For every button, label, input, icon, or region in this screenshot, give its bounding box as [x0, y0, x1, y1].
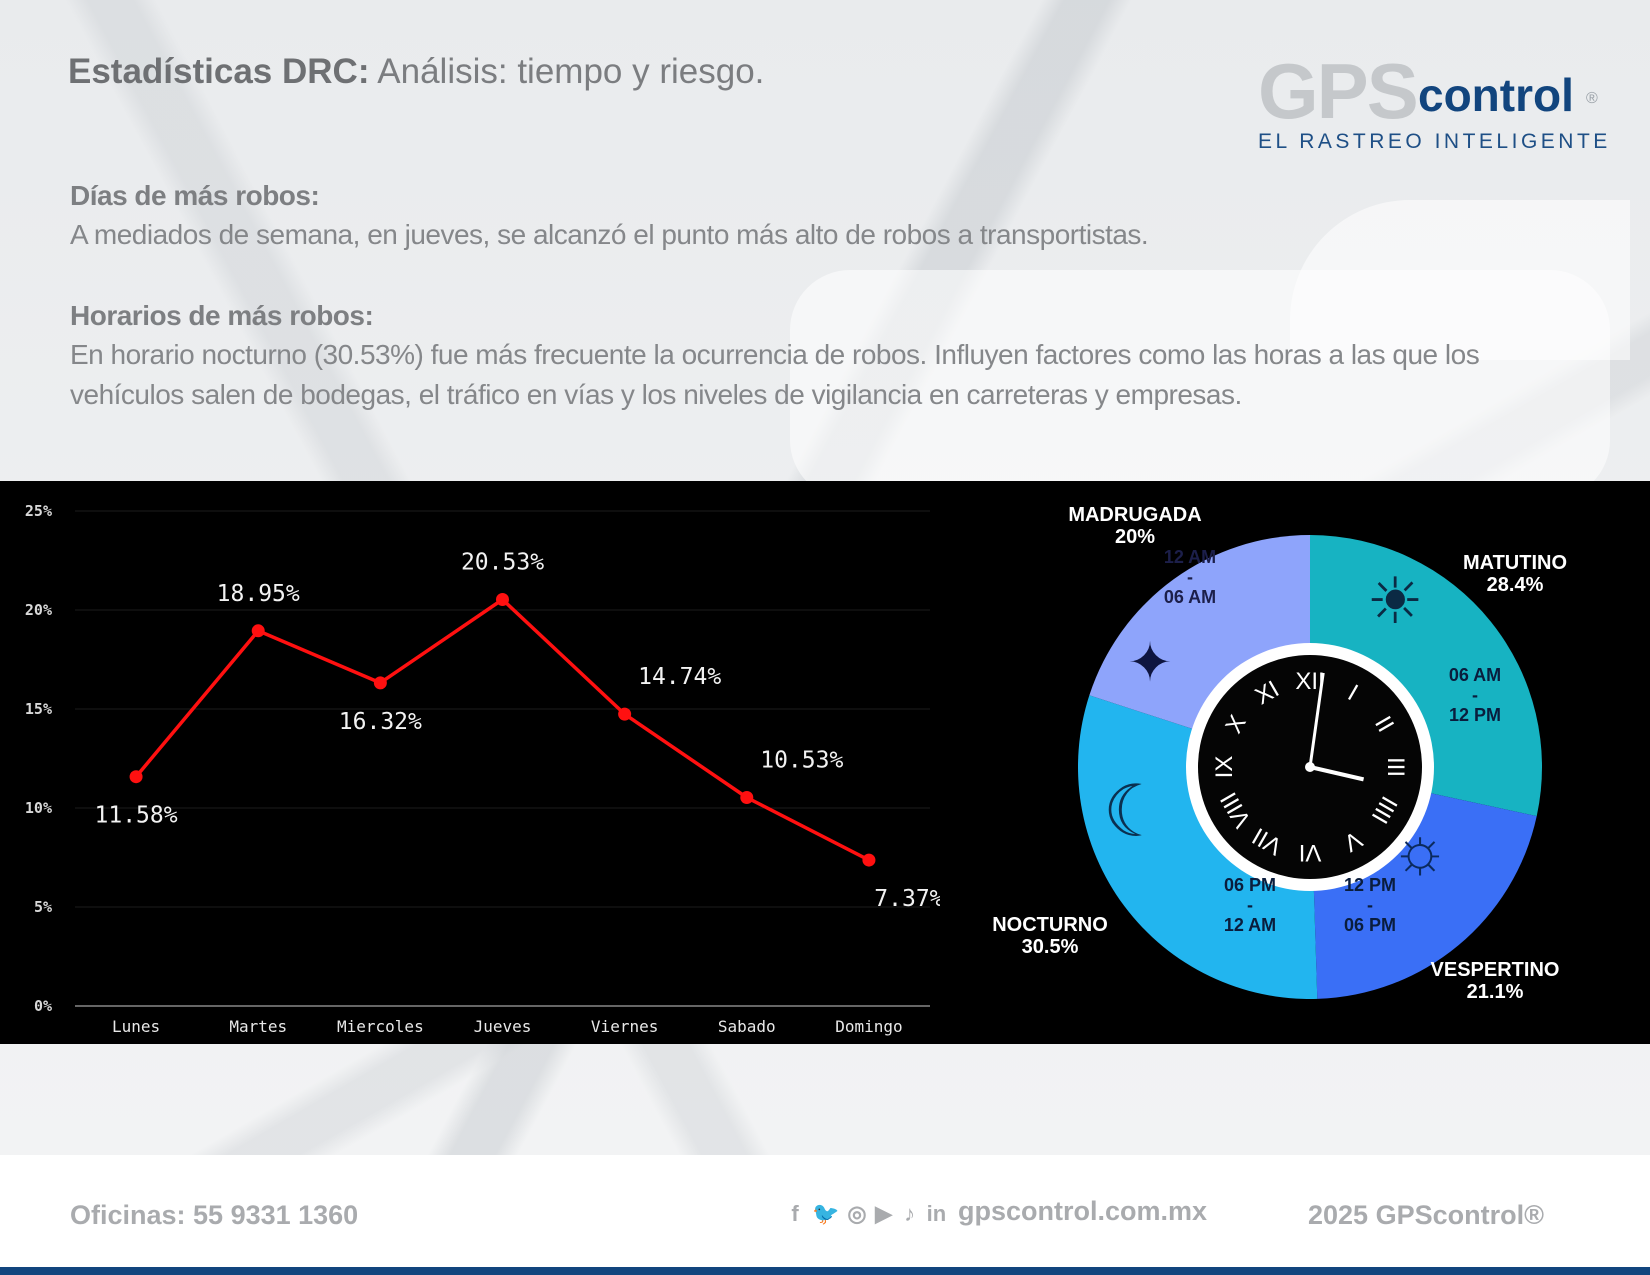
moon-icon: ☾	[1103, 772, 1168, 852]
x-tick-label: Lunes	[112, 1017, 160, 1036]
twitter-icon[interactable]: 🐦	[812, 1201, 840, 1226]
slice-time-range: 06 AM	[1449, 665, 1501, 685]
x-tick-label: Sabado	[718, 1017, 776, 1036]
charts-panel: 0% 5% 10% 15% 20% 25% Lunes Martes Miercoles Juev…	[0, 481, 1650, 1044]
footer-copyright: 2025 GPScontrol®	[1308, 1200, 1544, 1230]
data-label: 11.58%	[95, 803, 178, 829]
data-point	[618, 707, 632, 721]
footer-phone: Oficinas: 55 9331 1360	[70, 1200, 359, 1230]
clock-numeral: III	[1382, 757, 1409, 777]
data-label: 16.32%	[339, 709, 422, 735]
slice-time-range: 12 PM	[1344, 875, 1396, 895]
slice-name-label: VESPERTINO	[1431, 959, 1560, 981]
days-heading: Días de más robos:	[70, 180, 320, 211]
logo-registered: ®	[1586, 90, 1598, 107]
slice-time-range: -	[1367, 895, 1373, 915]
slice-time-range: -	[1472, 685, 1478, 705]
slice-time-range: 12 AM	[1224, 915, 1276, 935]
slice-time-range: -	[1187, 567, 1193, 587]
x-tick-label: Jueves	[474, 1017, 532, 1036]
sun-icon: ☼	[1391, 813, 1450, 885]
clock-center	[1305, 762, 1315, 772]
weekday-line-chart: 0% 5% 10% 15% 20% 25% Lunes Martes Miercoles Juev…	[25, 502, 940, 1036]
data-point	[740, 791, 754, 805]
data-point	[862, 853, 876, 867]
days-text: A mediados de semana, en jueves, se alca…	[70, 219, 1149, 250]
data-label: 18.95%	[217, 581, 300, 607]
series-line	[134, 597, 870, 862]
y-tick-label: 20%	[25, 601, 52, 619]
logo-control: control	[1418, 69, 1574, 121]
logo-tagline: EL RASTREO INTELIGENTE	[1258, 130, 1611, 153]
data-point	[129, 770, 143, 784]
y-tick-label: 0%	[34, 997, 52, 1015]
slice-name-label: MADRUGADA	[1068, 504, 1201, 526]
data-label: 20.53%	[461, 550, 544, 576]
slice-time-range: 12 PM	[1449, 705, 1501, 725]
gpscontrol-logo: GPS control ® EL RASTREO INTELIGENTE	[1258, 47, 1607, 162]
footer	[0, 1155, 1650, 1267]
linkedin-icon[interactable]: in	[926, 1201, 947, 1226]
clock-hour-hand	[1309, 765, 1365, 782]
clock-numeral: VI	[1299, 839, 1322, 866]
x-tick-label: Martes	[229, 1017, 287, 1036]
slice-name-label: MATUTINO	[1463, 552, 1567, 574]
footer-website-link[interactable]: gpscontrol.com.mx	[958, 1196, 1208, 1226]
sunrise-icon: ☀	[1366, 565, 1423, 637]
slice-time-range: 12 AM	[1164, 547, 1216, 567]
slice-name-label: NOCTURNO	[992, 914, 1108, 936]
slice-value-label: 28.4%	[1487, 574, 1544, 596]
slice-time-range: -	[1247, 895, 1253, 915]
slice-value-label: 20%	[1115, 526, 1155, 548]
hours-heading: Horarios de más robos:	[70, 300, 374, 331]
x-tick-label: Miercoles	[337, 1017, 424, 1036]
clock-minute-hand	[1308, 672, 1325, 768]
hours-text: En horario nocturno (30.53%) fue más fre…	[70, 339, 1480, 410]
background-shape	[1290, 200, 1630, 360]
data-point	[251, 624, 265, 638]
logo-gps: GPS	[1258, 47, 1419, 135]
y-tick-label: 25%	[25, 502, 52, 520]
clock-numeral: IX	[1211, 756, 1238, 779]
y-tick-label: 5%	[34, 898, 52, 916]
slice-value-label: 21.1%	[1467, 981, 1524, 1003]
slice-value-label: 30.5%	[1022, 936, 1079, 958]
data-point	[496, 593, 509, 607]
y-tick-label: 10%	[25, 799, 52, 817]
x-tick-label: Domingo	[835, 1017, 902, 1036]
social-icons: f 🐦 ◎ ▶ ♪ in	[786, 1201, 946, 1227]
data-label: 7.37%	[874, 886, 940, 912]
footer-accent-bar	[0, 1267, 1650, 1275]
data-label: 10.53%	[760, 748, 843, 774]
slice-time-range: 06 AM	[1164, 587, 1216, 607]
facebook-icon[interactable]: f	[791, 1201, 799, 1226]
slice-time-range: 06 PM	[1344, 915, 1396, 935]
data-point	[373, 676, 387, 690]
youtube-icon[interactable]: ▶	[875, 1201, 893, 1226]
instagram-icon[interactable]: ◎	[847, 1201, 867, 1226]
x-tick-label: Viernes	[591, 1017, 658, 1036]
data-label: 14.74%	[638, 664, 721, 690]
slice-time-range: 06 PM	[1224, 875, 1276, 895]
stars-icon: ✦	[1127, 633, 1172, 693]
page-title: Estadísticas DRC: Análisis: tiempo y rie…	[68, 52, 765, 91]
y-tick-label: 15%	[25, 700, 52, 718]
tiktok-icon[interactable]: ♪	[904, 1201, 916, 1226]
